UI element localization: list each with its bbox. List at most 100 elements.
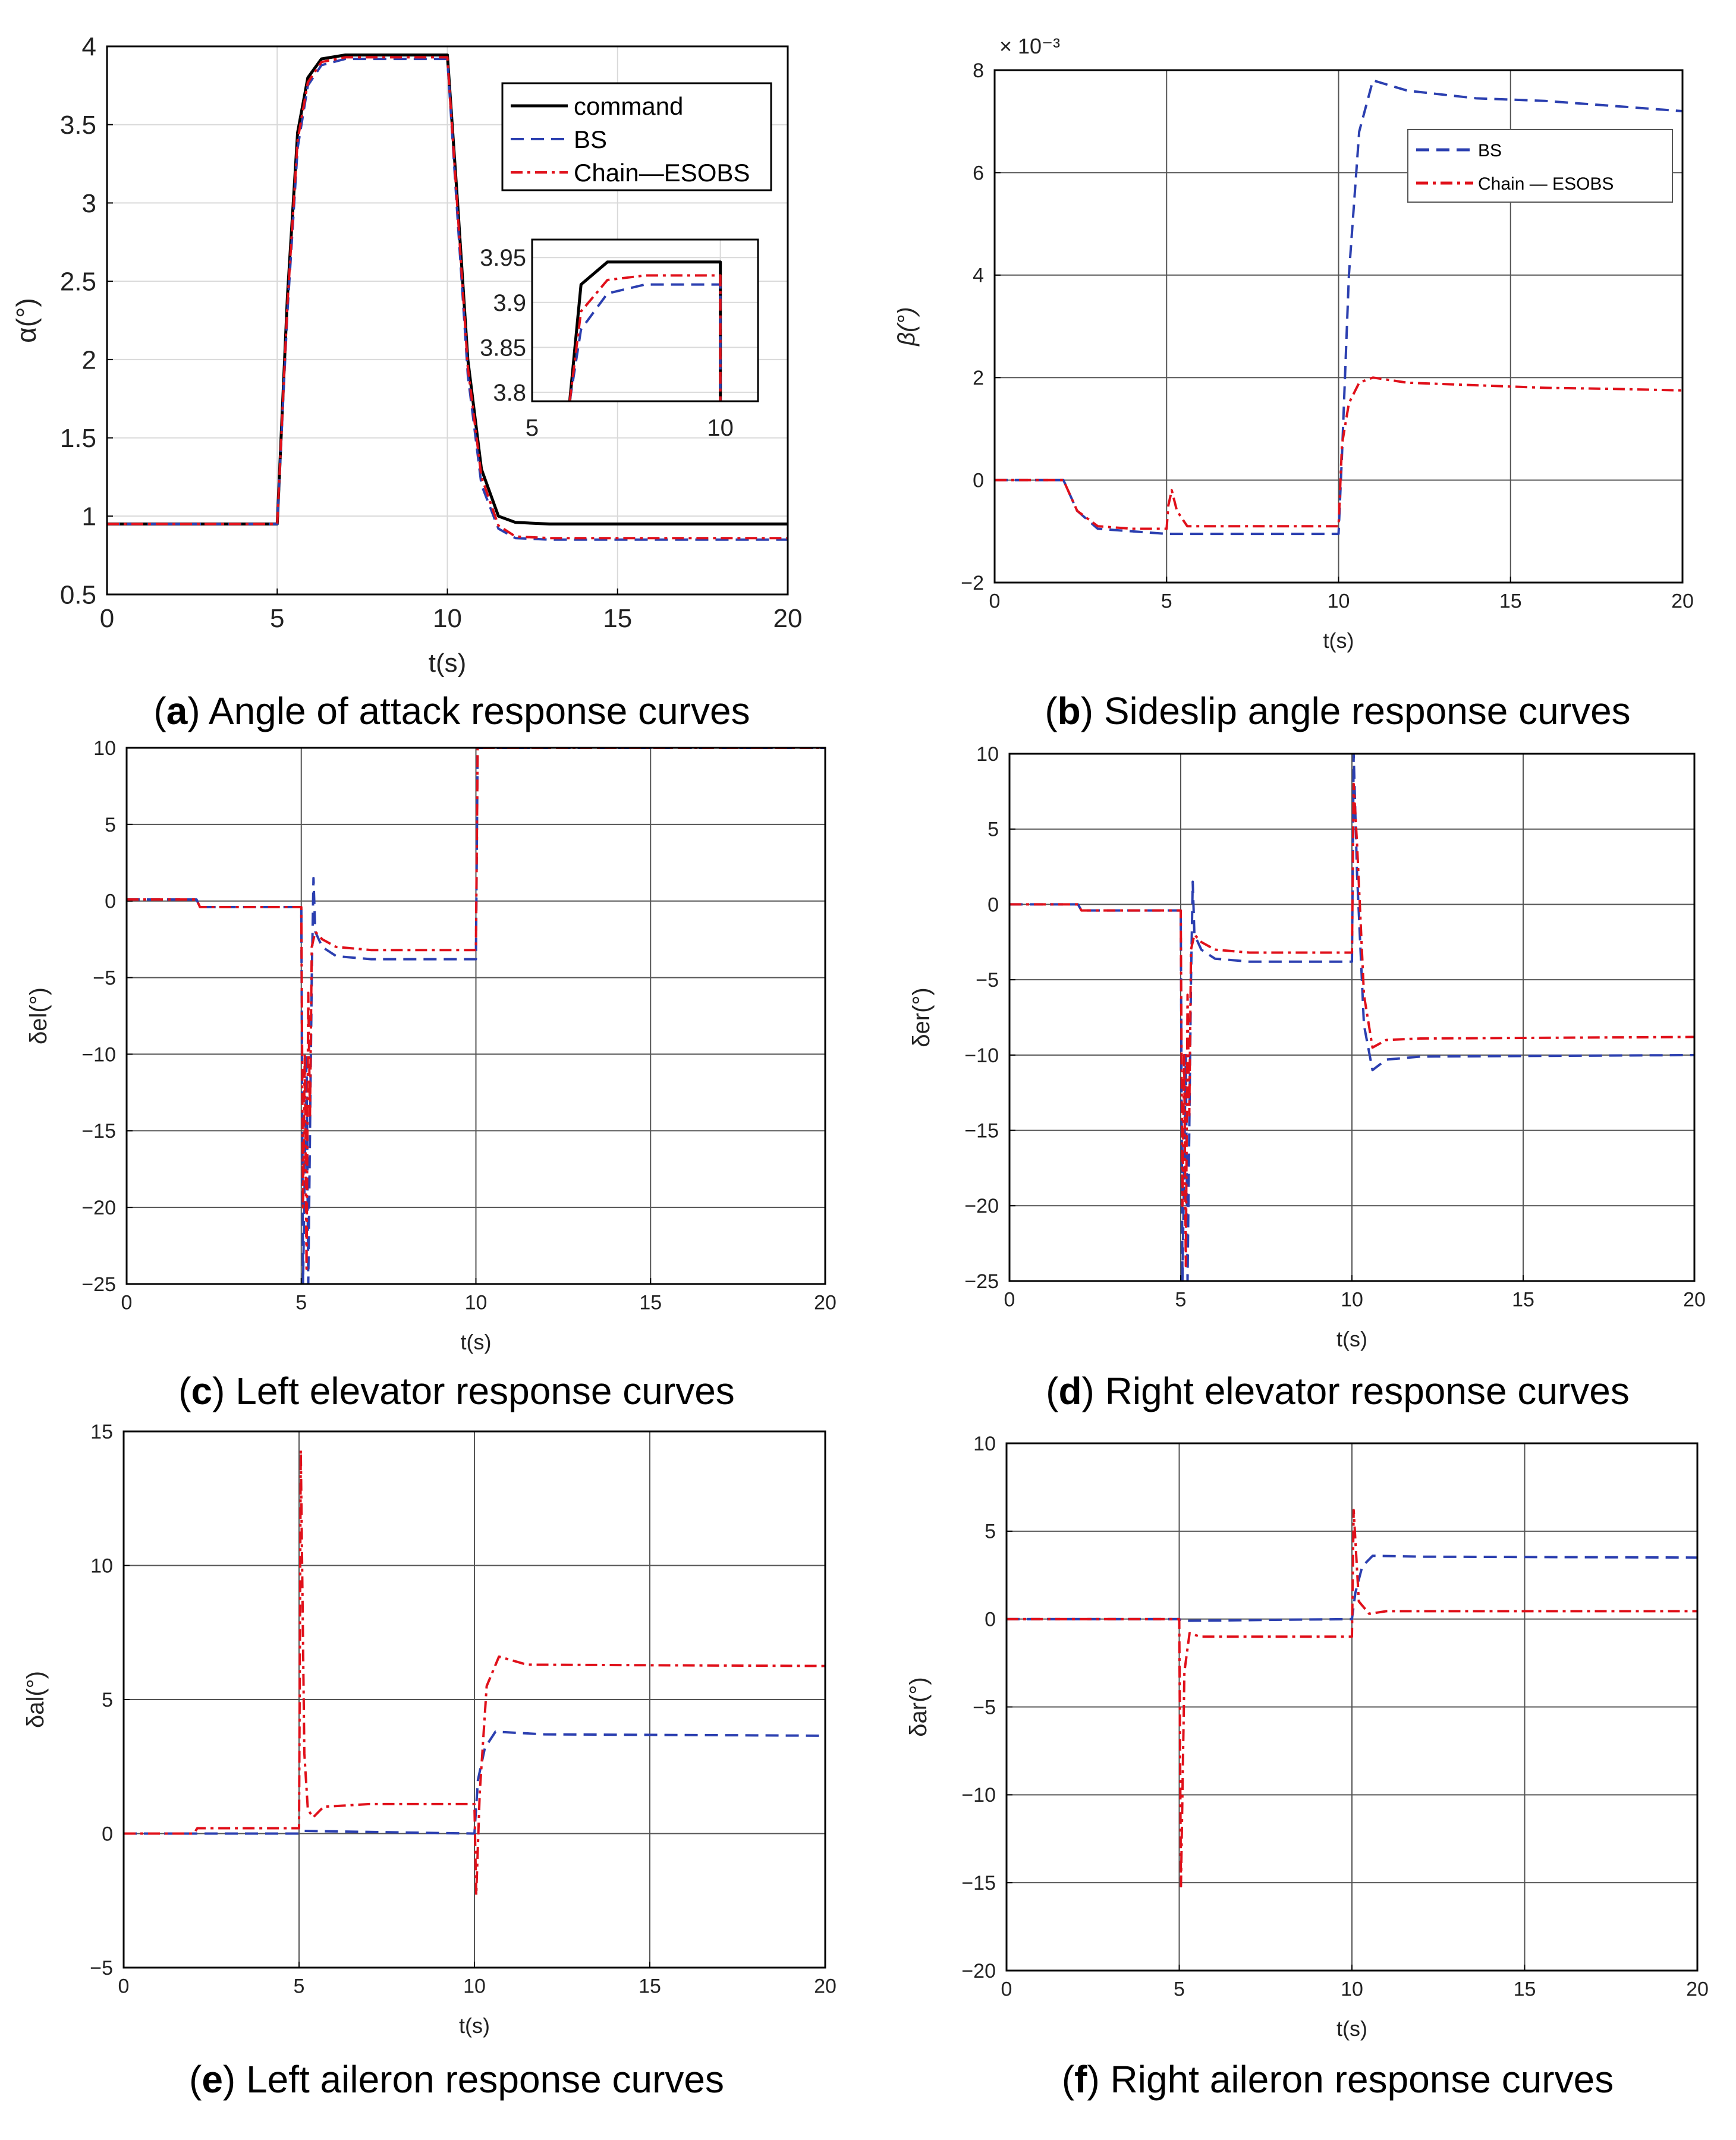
x-axis-label: t(s) [459,2013,490,2038]
inset-y-tick-label: 3.95 [480,245,526,271]
y-tick-label: 4 [973,265,984,287]
caption-letter: e [202,2058,223,2101]
inset-y-tick-label: 3.9 [493,290,526,316]
series-line-chainesobs [995,376,1682,530]
legend-label: command [574,92,683,120]
y-tick-label: −5 [973,1696,996,1719]
y-tick-label: −5 [976,969,999,992]
caption-paren: ( [178,1370,191,1412]
y-axis-label: δer(°) [908,987,935,1047]
figure-caption: (d) Right elevator response curves [1046,1370,1630,1412]
caption-letter: f [1074,2058,1087,2101]
x-tick-label: 0 [1001,1978,1012,2001]
figure-caption: (e) Left aileron response curves [189,2058,724,2101]
series-line-bs [124,1730,825,1835]
y-tick-label: 10 [90,1554,113,1577]
caption-text: Angle of attack response curves [209,690,750,732]
x-tick-label: 15 [603,604,632,633]
caption-paren: ) [187,690,209,732]
x-tick-label: 10 [1341,1289,1363,1311]
y-tick-label: 10 [976,743,999,766]
x-tick-label: 20 [1671,590,1694,613]
plot-frame [125,747,826,1285]
x-tick-label: 5 [294,1975,305,1998]
x-tick-label: 0 [100,604,114,633]
y-axis-label: δel(°) [26,987,52,1044]
y-tick-label: 0.5 [60,580,96,609]
plot-frame [122,1430,826,1969]
y-tick-label: 5 [105,814,116,836]
y-tick-label: −10 [81,1043,116,1066]
chart-c: 0 5 10 15 20 −25 −20 −15 −10 −5 0 5 10 t(s) δel(°) (c) … [26,737,836,1412]
y-tick-label: −20 [964,1195,999,1217]
y-tick-label: −5 [90,1957,113,1980]
x-tick-label: 15 [1514,1978,1536,2001]
inset-y-tick-label: 3.85 [480,335,526,361]
caption-letter: b [1058,690,1081,732]
x-tick-label: 5 [270,604,284,633]
caption-letter: d [1058,1370,1081,1412]
y-tick-label: 1 [82,502,96,531]
y-tick-label: 10 [93,737,116,760]
series-line-chainesobs [568,274,722,401]
y-tick-label: 2 [82,345,96,374]
x-tick-label: 15 [639,1975,661,1998]
y-tick-label: −15 [964,1119,999,1142]
caption-paren: ( [1046,1370,1058,1412]
y-tick-label: −10 [964,1044,999,1067]
caption-letter: c [191,1370,213,1412]
x-tick-label: 5 [295,1292,307,1314]
x-tick-label: 10 [1328,590,1350,613]
y-tick-label: 0 [973,470,984,492]
caption-paren: ) [1082,1370,1105,1412]
figure-caption: (f) Right aileron response curves [1062,2058,1614,2101]
inset-x-tick-label: 10 [707,415,734,441]
legend-label: BS [574,125,607,153]
legend-box [1407,129,1673,203]
y-tick-label: −2 [961,572,984,594]
series-line-chainesobs [1009,782,1694,1267]
chart-f: 0 5 10 15 20 −20 −15 −10 −5 0 5 10 t(s) δar(°) (f) Rig… [905,1433,1709,2101]
legend-label: Chain—ESOBS [574,159,750,187]
caption-paren: ( [153,690,166,732]
caption-letter: a [166,690,188,732]
x-tick-label: 0 [118,1975,130,1998]
y-tick-label: 2.5 [60,268,96,297]
caption-text: Left aileron response curves [246,2058,724,2101]
x-axis-label: t(s) [1336,1327,1367,1351]
y-tick-label: −15 [961,1872,996,1894]
figure-caption: (c) Left elevator response curves [178,1370,735,1412]
y-tick-label: 15 [90,1421,113,1443]
x-tick-label: 20 [814,1975,836,1998]
y-exponent-label: × 10⁻³ [999,34,1060,58]
x-tick-label: 10 [463,1975,486,1998]
y-tick-label: −15 [81,1120,116,1143]
x-tick-label: 15 [1512,1289,1534,1311]
inset-area [532,240,758,401]
caption-paren: ( [1045,690,1057,732]
x-axis-label: t(s) [1336,2016,1367,2041]
chart-d: 0 5 10 15 20 −25 −20 −15 −10 −5 0 5 10 t(s) δer(°) (d) … [908,743,1706,1412]
x-tick-label: 0 [989,590,1001,613]
y-tick-label: 2 [973,367,984,389]
y-tick-label: 5 [102,1689,113,1711]
y-tick-label: 0 [105,890,116,913]
caption-paren: ) [212,1370,235,1412]
x-tick-label: 5 [1174,1978,1185,2001]
y-tick-label: −20 [961,1960,996,1982]
caption-paren: ( [189,2058,202,2101]
x-tick-label: 0 [121,1292,133,1314]
y-tick-label: 8 [973,59,984,82]
legend-label: Chain — ESOBS [1478,174,1614,194]
x-axis-label: t(s) [461,1330,492,1354]
inset-frame [531,238,759,402]
x-tick-label: 10 [433,604,462,633]
y-tick-label: 4 [82,32,96,61]
x-tick-label: 10 [465,1292,488,1314]
series-line-chainesobs [127,748,825,1270]
y-tick-label: −10 [961,1784,996,1807]
caption-text: Sideslip angle response curves [1104,690,1631,732]
